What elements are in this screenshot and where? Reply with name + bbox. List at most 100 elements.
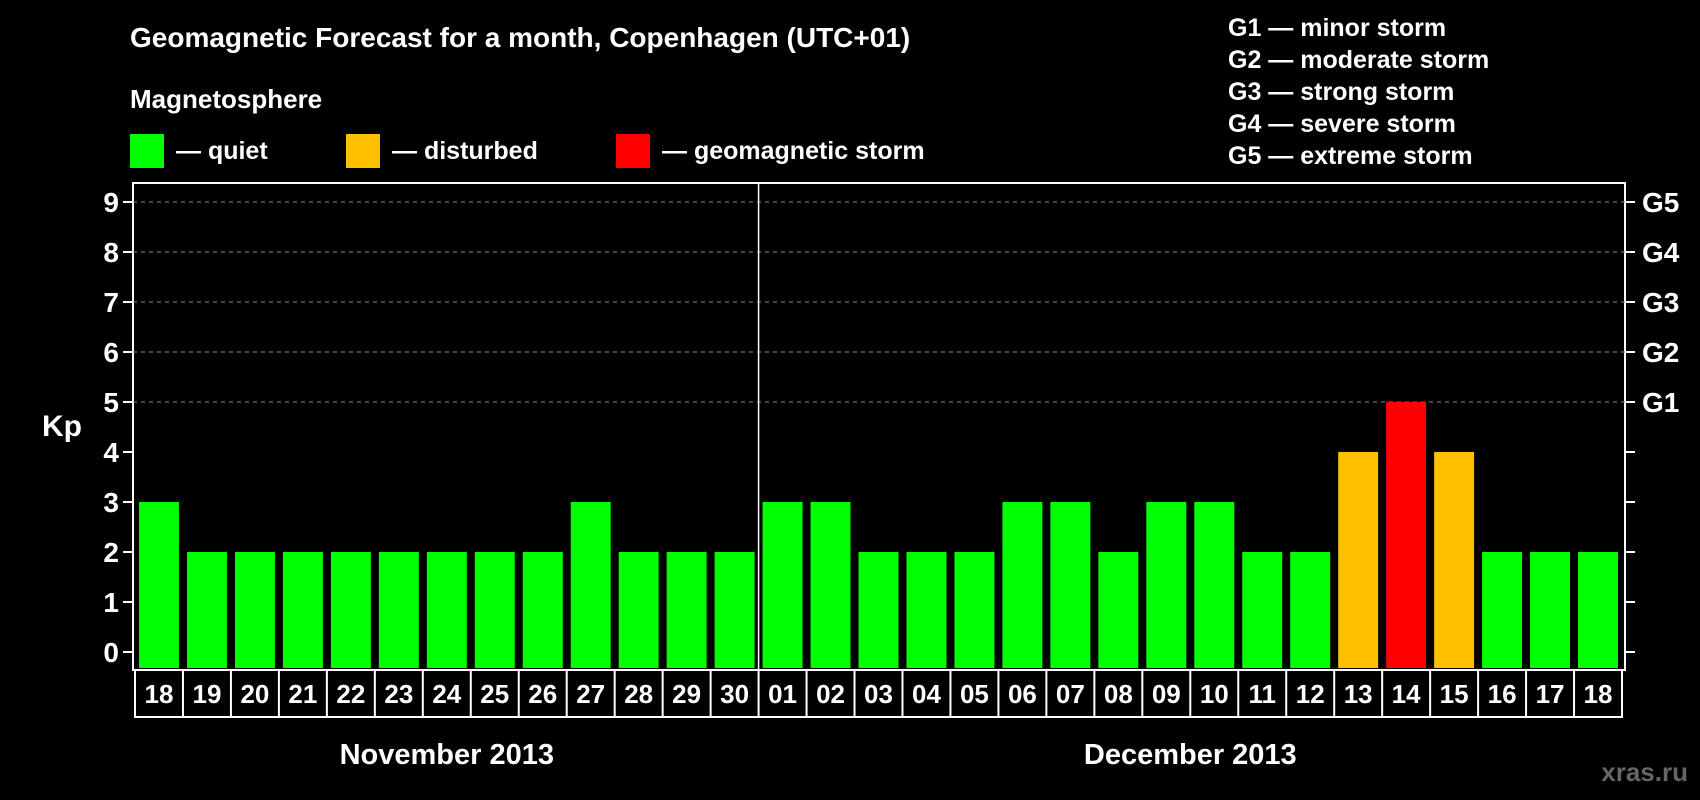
date-label: 03 [864, 679, 893, 709]
date-label: 15 [1440, 679, 1469, 709]
date-label: 30 [720, 679, 749, 709]
bar-25 [1338, 452, 1379, 668]
legend-swatch-quiet [130, 134, 164, 168]
date-label: 14 [1392, 679, 1421, 709]
y-tick-label: 9 [103, 187, 119, 218]
date-label: 04 [912, 679, 941, 709]
date-label: 10 [1200, 679, 1229, 709]
date-label: 05 [960, 679, 989, 709]
chart-title: Geomagnetic Forecast for a month, Copenh… [130, 22, 911, 53]
g-level-label: G2 [1642, 337, 1679, 368]
g-scale-legend: G1 — minor storm G2 — moderate storm G3 … [1228, 12, 1489, 172]
bar-20 [1098, 552, 1139, 668]
legend-storm: — geomagnetic storm [616, 134, 925, 168]
bar-24 [1290, 552, 1331, 668]
bar-14 [810, 502, 851, 668]
y-tick-label: 1 [103, 587, 119, 618]
y-axis-label: Kp [42, 410, 82, 443]
bar-6 [426, 552, 467, 668]
date-axis-box [134, 669, 1623, 718]
g-level-label: G3 [1642, 287, 1679, 318]
g-level-label: G1 [1642, 387, 1679, 418]
bar-12 [714, 552, 755, 668]
bar-5 [378, 552, 419, 668]
y-tick-label: 0 [103, 637, 119, 668]
date-label: 08 [1104, 679, 1133, 709]
bar-3 [282, 552, 323, 668]
legend-swatch-disturbed [346, 134, 380, 168]
bar-13 [762, 502, 803, 668]
date-label: 06 [1008, 679, 1037, 709]
date-label: 20 [240, 679, 269, 709]
date-label: 09 [1152, 679, 1181, 709]
date-label: 25 [480, 679, 509, 709]
bar-15 [858, 552, 899, 668]
g-level-label: G4 [1642, 237, 1680, 268]
bar-27 [1434, 452, 1475, 668]
bar-9 [570, 502, 611, 668]
bar-23 [1242, 552, 1283, 668]
date-label: 01 [768, 679, 797, 709]
bar-16 [906, 552, 947, 668]
y-tick-label: 7 [103, 287, 119, 318]
bar-21 [1146, 502, 1187, 668]
date-label: 16 [1488, 679, 1517, 709]
legend-label-quiet: — quiet [176, 136, 268, 165]
y-tick-label: 4 [103, 437, 119, 468]
y-tick-label: 3 [103, 487, 119, 518]
date-label: 26 [528, 679, 557, 709]
watermark: xras.ru [1601, 757, 1688, 787]
bar-8 [522, 552, 563, 668]
date-label: 02 [816, 679, 845, 709]
g-legend-item: G3 — strong storm [1228, 78, 1455, 106]
bar-30 [1578, 552, 1618, 668]
bar-19 [1050, 502, 1091, 668]
g-legend-item: G2 — moderate storm [1228, 46, 1490, 74]
g-legend-item: G1 — minor storm [1228, 14, 1447, 42]
legend-swatch-storm [616, 134, 650, 168]
date-label: 28 [624, 679, 653, 709]
date-label: 18 [145, 679, 174, 709]
bar-22 [1194, 502, 1235, 668]
g-legend-item: G5 — extreme storm [1228, 142, 1473, 170]
date-label: 24 [432, 679, 461, 709]
date-label: 21 [288, 679, 317, 709]
bar-26 [1386, 402, 1427, 668]
bar-10 [618, 552, 659, 668]
legend-label-disturbed: — disturbed [392, 136, 538, 165]
bar-17 [954, 552, 995, 668]
bar-7 [474, 552, 515, 668]
bar-11 [666, 552, 707, 668]
chart-subtitle: Magnetosphere [130, 84, 323, 114]
bar-2 [234, 552, 275, 668]
date-label: 13 [1344, 679, 1373, 709]
bar-4 [330, 552, 371, 668]
g-level-label: G5 [1642, 187, 1679, 218]
y-tick-label: 2 [103, 537, 119, 568]
bar-0 [139, 502, 179, 668]
date-label: 23 [384, 679, 413, 709]
bar-1 [186, 552, 227, 668]
date-label: 17 [1536, 679, 1565, 709]
bar-28 [1482, 552, 1523, 668]
y-tick-label: 5 [103, 387, 119, 418]
legend-quiet: — quiet [130, 134, 268, 168]
date-label: 29 [672, 679, 701, 709]
date-label: 07 [1056, 679, 1085, 709]
legend-disturbed: — disturbed [346, 134, 538, 168]
date-label: 18 [1584, 679, 1613, 709]
y-tick-label: 6 [103, 337, 119, 368]
bar-29 [1530, 552, 1571, 668]
month-label: December 2013 [1084, 739, 1297, 771]
y-tick-label: 8 [103, 237, 119, 268]
bar-18 [1002, 502, 1043, 668]
legend-label-storm: — geomagnetic storm [662, 136, 925, 165]
g-legend-item: G4 — severe storm [1228, 110, 1456, 138]
date-label: 19 [192, 679, 221, 709]
month-label: November 2013 [340, 739, 554, 771]
date-label: 12 [1296, 679, 1325, 709]
date-label: 22 [336, 679, 365, 709]
date-label: 11 [1248, 679, 1276, 709]
date-label: 27 [576, 679, 605, 709]
